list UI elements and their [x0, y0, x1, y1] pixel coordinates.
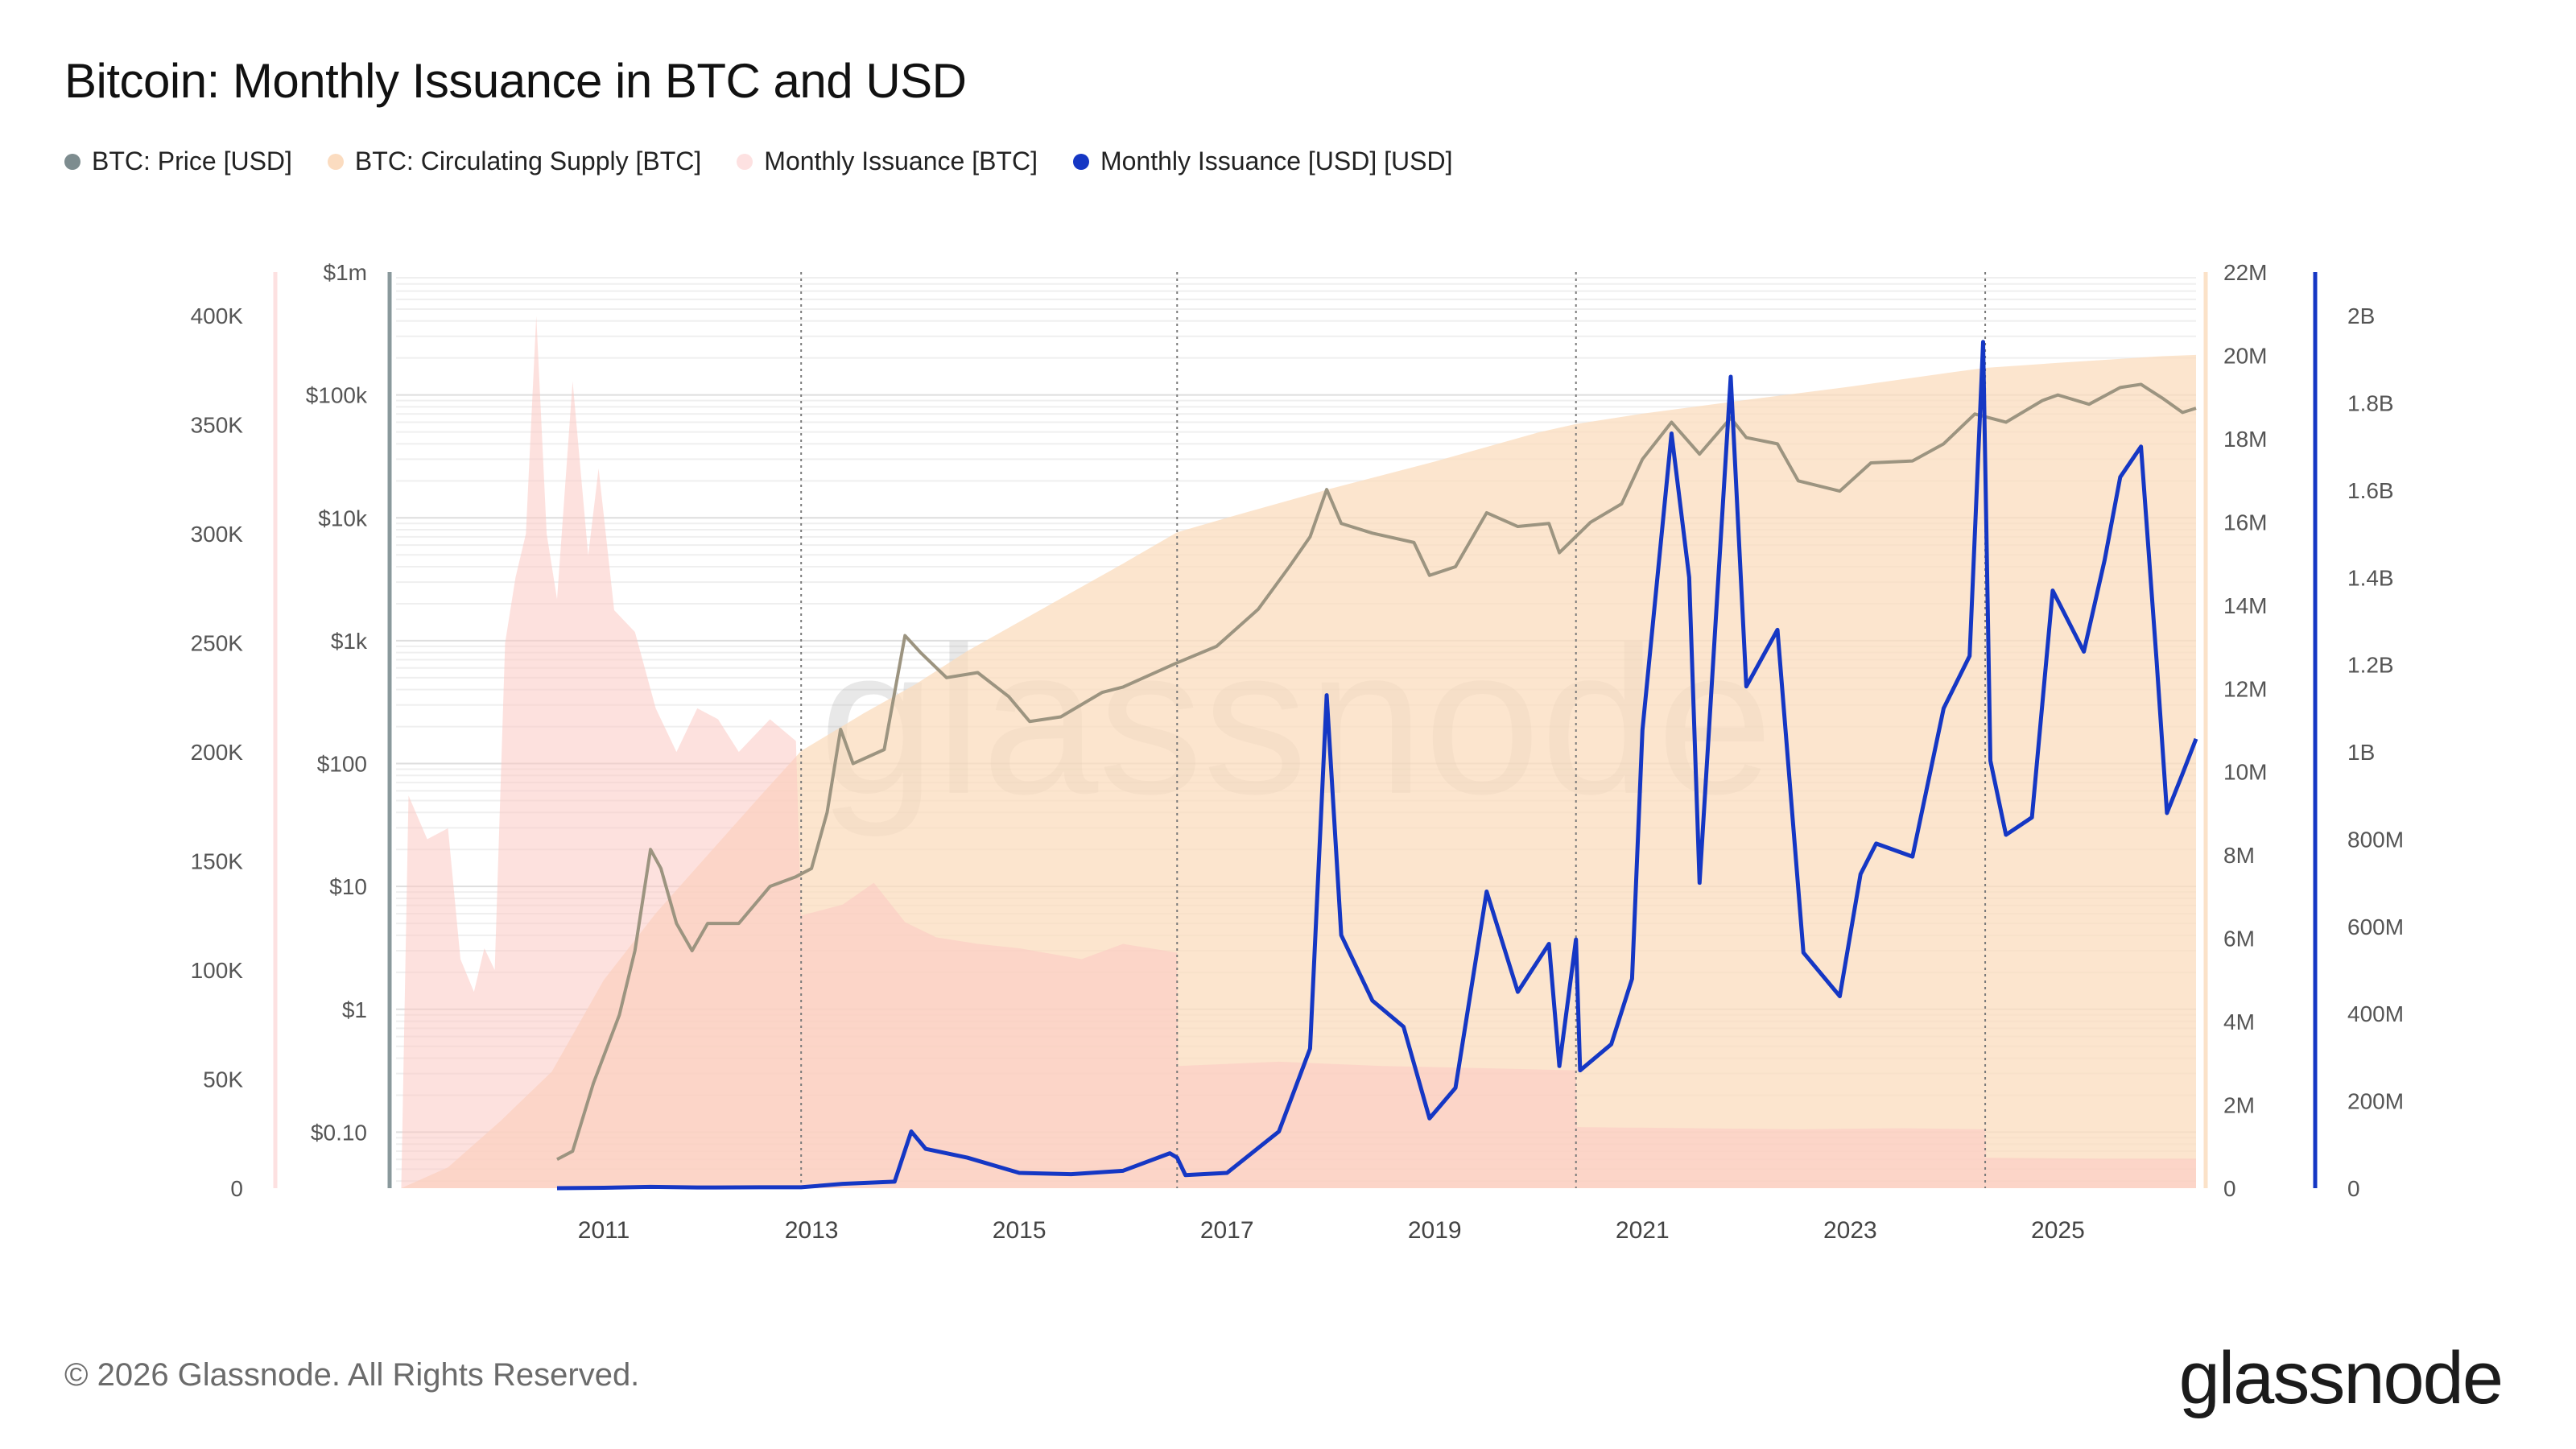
axis-supply-tick: 6M — [2223, 927, 2255, 952]
legend-label-issuance-btc: Monthly Issuance [BTC] — [764, 147, 1038, 175]
axis-supply-tick: 10M — [2223, 760, 2267, 785]
legend-dot-issuance-usd — [1072, 153, 1089, 170]
axis-price-tick: $0.10 — [311, 1120, 367, 1145]
axis-price-tick: $10 — [329, 874, 367, 899]
axis-price-tick: $1m — [324, 260, 367, 285]
axis-issuance-usd-tick: 1B — [2347, 740, 2375, 765]
axis-price-tick: $100 — [317, 752, 367, 777]
axis-price-tick: $1k — [331, 629, 368, 654]
legend-dot-price — [64, 153, 80, 170]
axis-issuance-btc-tick: 100K — [191, 958, 244, 983]
axis-supply-tick: 8M — [2223, 843, 2255, 868]
axis-issuance-usd-tick: 1.2B — [2347, 653, 2394, 678]
axis-issuance-usd-tick: 200M — [2347, 1089, 2404, 1114]
axis-issuance-btc-tick: 300K — [191, 522, 244, 547]
axis-issuance-btc-tick: 50K — [203, 1067, 243, 1092]
axis-supply-tick: 16M — [2223, 510, 2267, 535]
axis-issuance-btc-tick: 350K — [191, 413, 244, 438]
copyright-footer: © 2026 Glassnode. All Rights Reserved. — [64, 1357, 640, 1393]
chart-title: Bitcoin: Monthly Issuance in BTC and USD — [64, 54, 967, 108]
axis-issuance-usd-tick: 800M — [2347, 827, 2404, 852]
axis-supply-tick: 4M — [2223, 1009, 2255, 1034]
x-axis-tick: 2021 — [1616, 1217, 1670, 1244]
legend-dot-issuance-btc — [737, 153, 753, 170]
x-axis-tick: 2025 — [2031, 1217, 2085, 1244]
axis-issuance-usd-tick: 0 — [2347, 1176, 2360, 1201]
axis-supply-tick: 22M — [2223, 260, 2267, 285]
legend-item-issuance-usd[interactable]: Monthly Issuance [USD] [USD] — [1072, 147, 1453, 176]
legend-dot-supply — [327, 153, 344, 170]
x-axis-tick: 2011 — [578, 1217, 630, 1244]
axis-issuance-btc-tick: 150K — [191, 849, 244, 874]
axis-issuance-btc-tick: 400K — [191, 303, 244, 328]
axis-issuance-usd-tick: 1.8B — [2347, 391, 2394, 416]
axis-issuance-btc-tick: 250K — [191, 631, 244, 656]
series-issuance-usd-line — [556, 340, 2198, 1191]
axis-supply-tick: 0 — [2223, 1176, 2236, 1201]
legend-label-supply: BTC: Circulating Supply [BTC] — [354, 147, 702, 175]
axis-issuance-btc-tick: 0 — [230, 1176, 243, 1201]
legend-item-issuance-btc[interactable]: Monthly Issuance [BTC] — [737, 147, 1038, 176]
axis-issuance-usd-tick: 1.6B — [2347, 478, 2394, 503]
axis-issuance-usd-tick: 2B — [2347, 303, 2375, 328]
series-price-line — [556, 382, 2197, 1162]
legend-item-price[interactable]: BTC: Price [USD] — [64, 147, 292, 176]
x-axis-tick: 2013 — [785, 1217, 839, 1244]
axis-supply-tick: 18M — [2223, 427, 2267, 452]
series-issuance-btc-area — [401, 316, 2197, 1189]
legend-label-issuance-usd: Monthly Issuance [USD] [USD] — [1100, 147, 1453, 175]
legend-label-price: BTC: Price [USD] — [92, 147, 292, 175]
chart-legend: BTC: Price [USD] BTC: Circulating Supply… — [64, 147, 1452, 176]
x-axis-tick: 2015 — [993, 1217, 1046, 1244]
x-axis-tick: 2017 — [1200, 1217, 1254, 1244]
axis-price-tick: $100k — [306, 383, 368, 408]
axis-issuance-usd-tick: 400M — [2347, 1001, 2404, 1026]
axis-price-tick: $1 — [342, 997, 367, 1022]
axis-supply-tick: 12M — [2223, 676, 2267, 701]
axis-issuance-usd-tick: 600M — [2347, 914, 2404, 939]
x-axis-tick: 2019 — [1408, 1217, 1462, 1244]
legend-item-supply[interactable]: BTC: Circulating Supply [BTC] — [327, 147, 702, 176]
axis-price-tick: $10k — [318, 506, 368, 530]
x-axis-tick: 2023 — [1823, 1217, 1877, 1244]
axis-supply-tick: 20M — [2223, 343, 2267, 368]
axis-supply-tick: 2M — [2223, 1093, 2255, 1118]
axis-issuance-btc-tick: 200K — [191, 740, 244, 765]
glassnode-logo: glassnode — [2178, 1337, 2504, 1419]
axis-issuance-usd-tick: 1.4B — [2347, 565, 2394, 590]
axis-supply-tick: 14M — [2223, 593, 2267, 618]
